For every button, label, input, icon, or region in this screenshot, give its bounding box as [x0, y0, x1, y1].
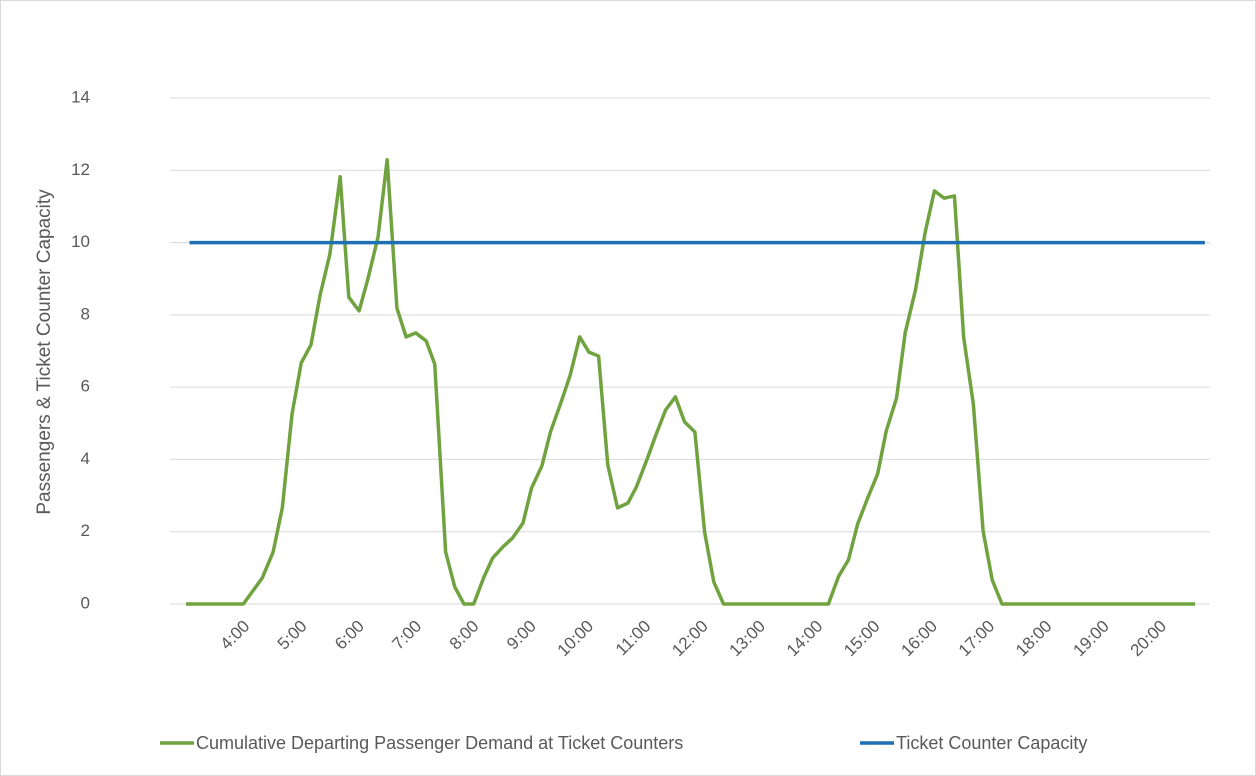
y-tick-label: 4	[81, 449, 90, 468]
y-tick-label: 14	[71, 87, 90, 106]
y-tick-label: 0	[81, 593, 90, 612]
legend-label: Cumulative Departing Passenger Demand at…	[196, 733, 683, 753]
y-tick-label: 8	[81, 304, 90, 323]
y-axis-label: Passengers & Ticket Counter Capacity	[34, 189, 55, 515]
series-line	[186, 158, 1196, 606]
y-tick-label: 2	[81, 521, 90, 540]
legend-label: Ticket Counter Capacity	[896, 733, 1087, 753]
y-tick-label: 6	[81, 377, 90, 396]
y-tick-label: 12	[71, 160, 90, 179]
y-tick-label: 10	[71, 232, 90, 251]
